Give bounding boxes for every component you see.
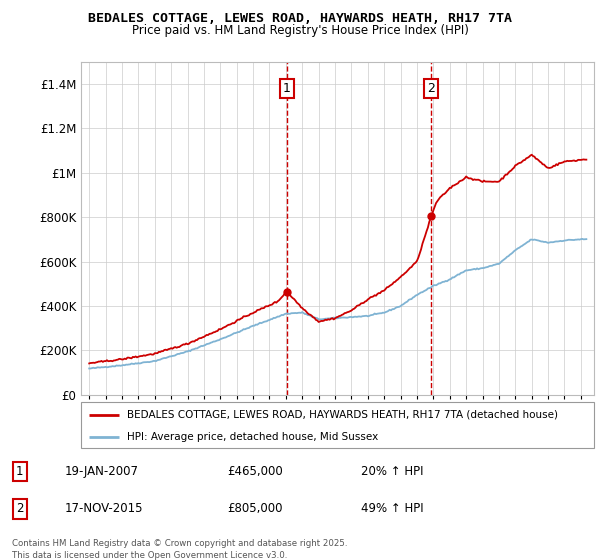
Text: 19-JAN-2007: 19-JAN-2007 bbox=[64, 465, 139, 478]
Text: £465,000: £465,000 bbox=[227, 465, 283, 478]
Text: 1: 1 bbox=[283, 82, 290, 95]
Text: BEDALES COTTAGE, LEWES ROAD, HAYWARDS HEATH, RH17 7TA: BEDALES COTTAGE, LEWES ROAD, HAYWARDS HE… bbox=[88, 12, 512, 25]
Text: BEDALES COTTAGE, LEWES ROAD, HAYWARDS HEATH, RH17 7TA (detached house): BEDALES COTTAGE, LEWES ROAD, HAYWARDS HE… bbox=[127, 410, 558, 420]
Text: 49% ↑ HPI: 49% ↑ HPI bbox=[361, 502, 424, 515]
Text: 17-NOV-2015: 17-NOV-2015 bbox=[64, 502, 143, 515]
Text: 2: 2 bbox=[16, 502, 23, 515]
Text: 2: 2 bbox=[427, 82, 436, 95]
Text: 1: 1 bbox=[16, 465, 23, 478]
Text: Contains HM Land Registry data © Crown copyright and database right 2025.
This d: Contains HM Land Registry data © Crown c… bbox=[12, 539, 347, 559]
Text: HPI: Average price, detached house, Mid Sussex: HPI: Average price, detached house, Mid … bbox=[127, 432, 379, 441]
Text: 20% ↑ HPI: 20% ↑ HPI bbox=[361, 465, 424, 478]
Text: Price paid vs. HM Land Registry's House Price Index (HPI): Price paid vs. HM Land Registry's House … bbox=[131, 24, 469, 37]
Text: £805,000: £805,000 bbox=[227, 502, 283, 515]
